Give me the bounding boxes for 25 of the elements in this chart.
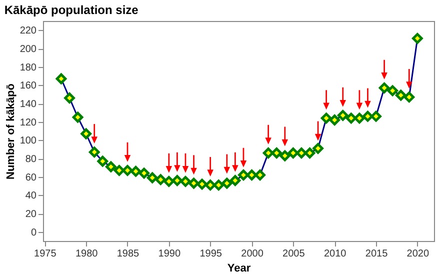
y-tick-label: 140: [20, 99, 37, 110]
y-tick-label: 120: [20, 117, 37, 128]
y-tick-label: 80: [25, 154, 37, 165]
y-tick-label: 160: [20, 80, 37, 92]
x-tick-label: 2015: [365, 248, 388, 260]
x-tick-label: 2010: [324, 248, 347, 260]
x-tick-label: 2005: [282, 248, 306, 260]
x-tick-label: 1990: [158, 248, 181, 260]
x-tick-label: 1975: [34, 248, 57, 260]
y-tick-label: 0: [30, 227, 37, 238]
y-tick-label: 60: [25, 172, 37, 184]
y-tick-label: 220: [20, 26, 37, 37]
x-tick-label: 1995: [200, 248, 222, 260]
y-tick-label: 40: [25, 190, 37, 202]
y-tick-label: 100: [20, 136, 37, 147]
chart-title: Kākāpō population size: [4, 3, 139, 17]
x-tick-label: 1985: [116, 248, 140, 260]
y-axis-title: Number of kākāpō: [4, 83, 17, 180]
y-tick-label: 200: [20, 44, 37, 55]
x-tick-label: 2020: [406, 248, 430, 260]
x-axis-title: Year: [227, 262, 252, 274]
y-tick-label: 20: [25, 209, 37, 220]
x-tick-label: 1980: [75, 248, 98, 260]
y-tick-label: 180: [20, 62, 37, 74]
x-tick-label: 2000: [241, 248, 264, 260]
